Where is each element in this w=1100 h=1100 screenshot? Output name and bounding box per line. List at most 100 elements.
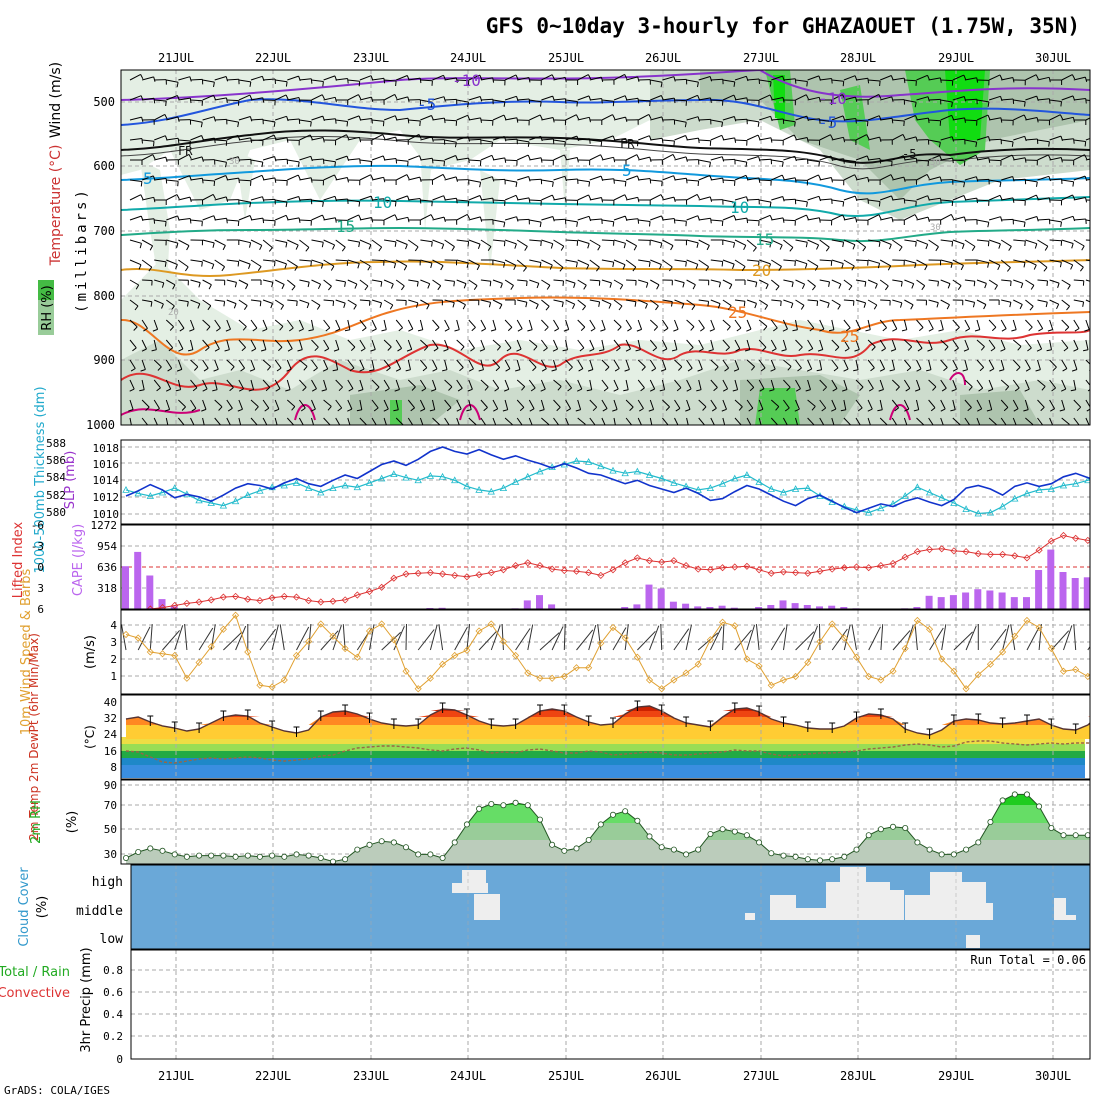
upper-barb xyxy=(454,319,460,332)
thickness-point xyxy=(986,508,995,516)
upper-barb xyxy=(1025,159,1038,166)
rh-shading xyxy=(121,70,1090,425)
upper-barb xyxy=(504,239,517,249)
wind-speed-point xyxy=(414,685,422,693)
thickness-point xyxy=(1059,481,1068,489)
rh-point xyxy=(829,856,836,863)
rh-point xyxy=(269,852,276,859)
temp-tick: 8 xyxy=(110,761,117,774)
upper-barb xyxy=(928,219,942,225)
upper-barb xyxy=(662,259,673,272)
contour-label: -5 xyxy=(417,95,436,114)
upper-barb xyxy=(238,359,246,372)
upper-barb xyxy=(625,239,638,251)
upper-barb xyxy=(916,96,930,102)
upper-barb xyxy=(396,195,410,201)
upper-barb xyxy=(903,399,910,412)
upper-barb xyxy=(408,239,419,252)
upper-barb xyxy=(238,158,252,165)
upper-barb xyxy=(831,94,846,101)
upper-barb xyxy=(781,339,787,352)
upper-barb xyxy=(396,216,410,223)
surface-barb xyxy=(770,627,786,651)
surface-barb xyxy=(637,630,656,651)
thickness-point xyxy=(804,484,812,492)
upper-barb xyxy=(892,279,903,287)
upper-barb xyxy=(759,158,772,165)
upper-barb xyxy=(626,139,639,147)
rh-tick: 90 xyxy=(104,779,117,792)
upper-barb xyxy=(976,339,985,351)
upper-barb xyxy=(577,299,586,311)
panel5-grid xyxy=(175,695,1054,779)
surface-barb xyxy=(490,625,501,651)
upper-barb xyxy=(322,359,329,372)
upper-barb xyxy=(940,99,953,108)
upper-barb xyxy=(1060,379,1067,392)
upper-barb xyxy=(565,417,570,425)
upper-barb xyxy=(1037,218,1051,225)
upper-barb xyxy=(867,379,874,392)
upper-barb xyxy=(1061,215,1076,222)
surface-barb xyxy=(843,624,851,651)
upper-barb xyxy=(565,79,579,85)
upper-barb xyxy=(432,216,446,223)
rh-point xyxy=(1048,825,1055,832)
upper-barb xyxy=(940,199,954,207)
upper-barb xyxy=(613,259,626,270)
upper-barb xyxy=(952,195,967,201)
upper-barb xyxy=(286,279,296,291)
upper-barb xyxy=(771,196,785,202)
upper-barb xyxy=(807,319,815,332)
lifted-index-point xyxy=(451,571,459,579)
rh-point xyxy=(561,847,568,854)
cape-bar xyxy=(913,607,921,609)
upper-barb xyxy=(638,219,651,227)
upper-barb xyxy=(141,339,147,352)
upper-barb xyxy=(370,339,376,352)
upper-barb xyxy=(662,196,676,203)
upper-barb xyxy=(1012,417,1017,425)
rh-point xyxy=(756,839,763,846)
upper-barb xyxy=(468,195,483,201)
upper-barb xyxy=(299,198,313,205)
upper-barb xyxy=(274,417,278,425)
upper-barb xyxy=(601,239,615,246)
surface-barb xyxy=(162,630,180,651)
wind-speed-point xyxy=(852,653,861,661)
upper-barb xyxy=(746,239,757,252)
upper-barb xyxy=(638,239,651,246)
thickness-point xyxy=(718,479,727,487)
cape-bar xyxy=(974,589,982,609)
temp-minmax-bars xyxy=(147,700,1079,739)
cape-bar xyxy=(840,607,848,609)
wind-speed-point xyxy=(268,683,276,691)
upper-barb xyxy=(964,98,978,105)
upper-barb xyxy=(152,319,159,332)
upper-barb xyxy=(674,99,687,106)
upper-barb xyxy=(577,417,586,425)
surface-barb xyxy=(612,627,627,651)
wind-speed-point xyxy=(658,685,666,693)
upper-barb xyxy=(1073,98,1087,104)
rh-point xyxy=(975,839,982,846)
thickness-point xyxy=(207,499,215,506)
upper-barb xyxy=(190,99,203,106)
upper-barb xyxy=(275,199,288,208)
upper-barb xyxy=(153,359,162,371)
upper-barb xyxy=(468,359,474,372)
upper-barb xyxy=(589,197,604,203)
wind-speed-point xyxy=(122,630,130,639)
upper-barb xyxy=(1037,98,1051,104)
upper-barb xyxy=(384,199,397,207)
upper-barb xyxy=(298,417,304,425)
rh-point xyxy=(987,819,994,826)
upper-barb xyxy=(165,359,173,372)
upper-barb xyxy=(141,239,154,251)
upper-barb xyxy=(976,136,991,142)
surface-barb xyxy=(149,624,153,651)
thickness-point xyxy=(865,508,873,516)
upper-barb xyxy=(783,99,796,106)
upper-barb xyxy=(710,134,725,141)
surface-barb xyxy=(454,627,468,651)
